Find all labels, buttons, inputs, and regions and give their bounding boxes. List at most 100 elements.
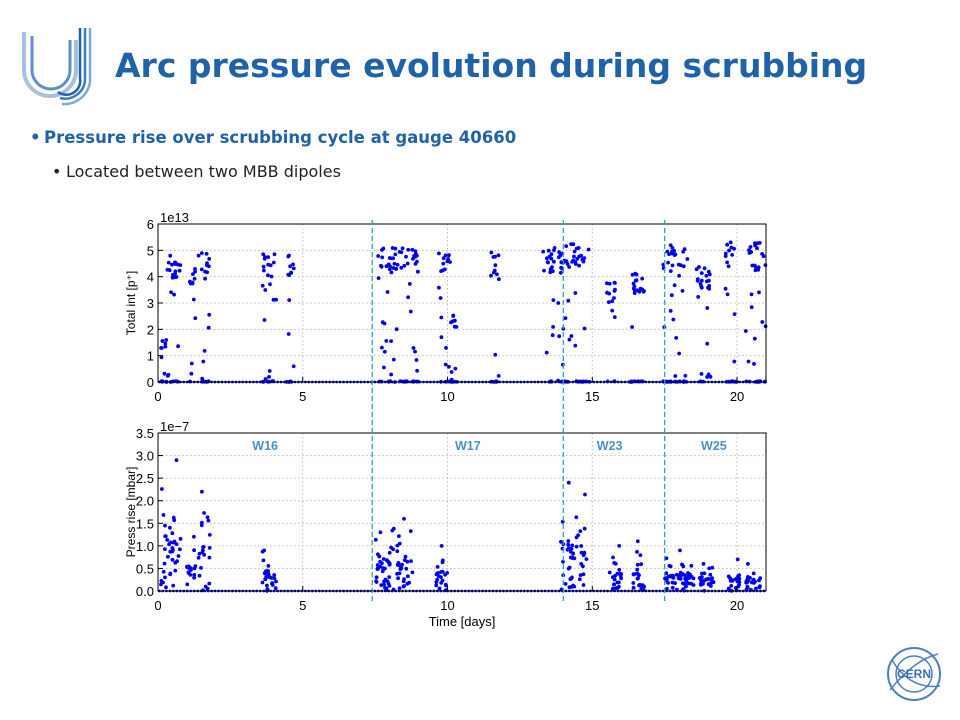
data-point (557, 334, 562, 339)
data-point (496, 253, 501, 258)
data-point (696, 295, 701, 299)
data-point (699, 271, 704, 275)
data-point (637, 573, 641, 577)
data-point (707, 286, 711, 291)
data-point (725, 260, 729, 265)
data-point (395, 563, 400, 567)
data-point (402, 263, 407, 268)
data-point (735, 557, 740, 562)
data-point (271, 260, 276, 265)
data-point (269, 576, 274, 580)
data-point (753, 264, 758, 269)
data-point (207, 546, 212, 550)
data-point (446, 257, 450, 261)
cern-logo-icon: CERN (887, 647, 941, 701)
data-point (392, 261, 397, 266)
data-point (443, 572, 447, 577)
data-point (191, 272, 195, 276)
data-point (267, 375, 271, 379)
data-point (453, 366, 458, 371)
x-tick-label: 5 (299, 389, 306, 404)
data-point (192, 534, 196, 539)
data-point (489, 273, 493, 278)
data-point (382, 321, 387, 326)
data-point (439, 315, 444, 320)
data-point (566, 566, 571, 571)
data-point (668, 309, 673, 313)
data-point (617, 544, 622, 548)
data-point (168, 253, 173, 258)
data-point (702, 266, 707, 271)
data-point (387, 550, 392, 555)
data-point (266, 564, 271, 568)
data-point (544, 350, 549, 355)
data-point (613, 561, 618, 566)
data-point (393, 252, 398, 257)
data-point (708, 374, 713, 379)
data-point (577, 263, 581, 268)
data-point (573, 260, 578, 264)
data-point (177, 268, 182, 273)
data-point (192, 276, 197, 281)
data-point (437, 586, 442, 591)
data-point (683, 576, 687, 581)
x-tick-label: 10 (440, 598, 454, 613)
data-point (159, 582, 163, 587)
x-tick-label: 0 (154, 598, 161, 613)
data-point (159, 579, 164, 583)
data-point (163, 547, 167, 551)
data-point (566, 298, 571, 303)
data-point (760, 320, 765, 324)
data-point (399, 265, 404, 270)
data-point (729, 245, 734, 250)
data-point (639, 562, 644, 566)
data-point (178, 537, 183, 541)
data-point (611, 555, 615, 560)
data-point (631, 581, 636, 585)
data-point (193, 267, 197, 271)
data-point (697, 265, 701, 269)
data-point (189, 361, 194, 366)
data-point (375, 567, 380, 571)
data-point (617, 567, 622, 572)
data-point (694, 267, 699, 272)
data-point (178, 547, 182, 552)
data-point (574, 544, 579, 549)
x-tick-label: 10 (440, 389, 454, 404)
y-tick-label: 2.0 (136, 494, 154, 509)
data-point (406, 574, 410, 579)
data-point (748, 245, 753, 249)
data-point (399, 566, 404, 570)
data-point (202, 349, 207, 353)
data-point (611, 575, 615, 580)
data-point (563, 582, 568, 586)
data-point (763, 263, 768, 267)
data-point (686, 571, 690, 575)
x-tick-label: 15 (585, 598, 599, 613)
data-point (378, 530, 383, 535)
data-point (754, 586, 758, 591)
data-point (199, 251, 204, 255)
data-point (168, 571, 173, 576)
data-point (726, 264, 731, 269)
data-point (680, 289, 685, 293)
data-point (550, 265, 554, 269)
data-point (677, 273, 681, 278)
data-point (669, 293, 674, 298)
data-point (165, 538, 170, 542)
data-point (404, 566, 409, 571)
data-point (396, 576, 400, 581)
data-point (288, 264, 292, 269)
data-point (374, 575, 379, 580)
data-point (176, 262, 180, 267)
data-point (614, 586, 619, 590)
data-point (582, 326, 587, 331)
data-point (162, 371, 167, 376)
data-point (725, 292, 730, 297)
data-point (619, 576, 623, 581)
data-point (728, 240, 733, 245)
data-point (583, 492, 587, 497)
data-point (671, 573, 675, 578)
data-point (203, 269, 207, 274)
data-point (564, 259, 569, 264)
